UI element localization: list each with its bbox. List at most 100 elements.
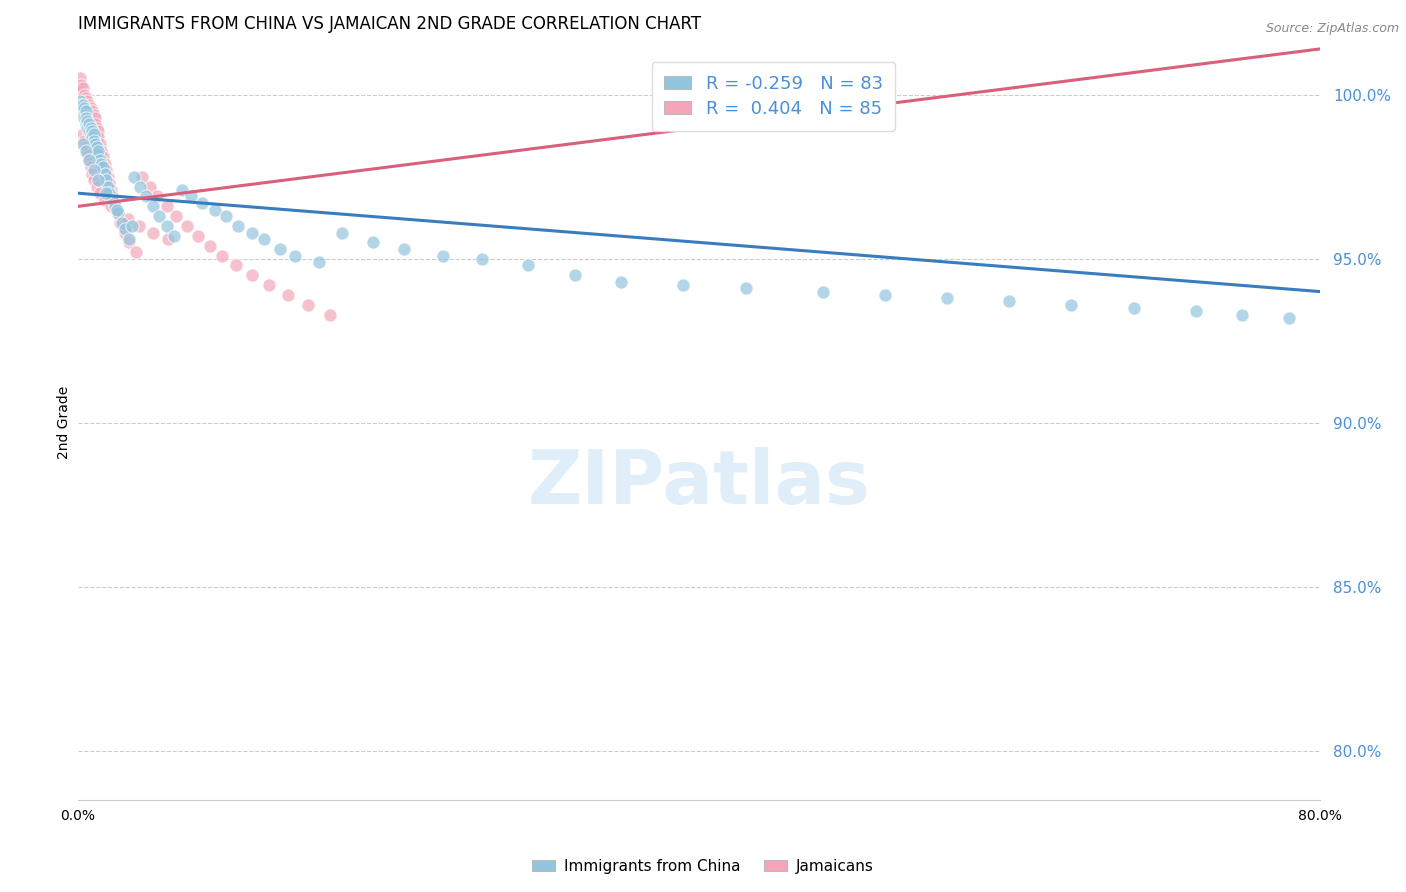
Point bbox=[79, 101, 101, 115]
Text: Source: ZipAtlas.com: Source: ZipAtlas.com bbox=[1265, 22, 1399, 36]
Point bbox=[83, 163, 105, 178]
Point bbox=[75, 104, 97, 119]
Point bbox=[73, 101, 96, 115]
Point bbox=[77, 111, 100, 125]
Point bbox=[76, 146, 98, 161]
Point bbox=[76, 101, 98, 115]
Point bbox=[86, 140, 108, 154]
Point bbox=[432, 248, 454, 262]
Y-axis label: 2nd Grade: 2nd Grade bbox=[58, 386, 72, 459]
Point bbox=[82, 124, 104, 138]
Point bbox=[610, 275, 633, 289]
Point bbox=[91, 150, 114, 164]
Point bbox=[176, 219, 198, 233]
Point bbox=[211, 248, 233, 262]
Point bbox=[214, 209, 236, 223]
Point bbox=[70, 97, 93, 112]
Point bbox=[87, 173, 110, 187]
Point bbox=[94, 186, 117, 201]
Point bbox=[93, 193, 115, 207]
Point bbox=[84, 136, 107, 151]
Point bbox=[1278, 310, 1301, 325]
Point bbox=[98, 186, 121, 201]
Point bbox=[1060, 298, 1083, 312]
Point bbox=[73, 101, 96, 115]
Point bbox=[253, 232, 276, 246]
Point bbox=[84, 111, 107, 125]
Point bbox=[83, 107, 105, 121]
Point bbox=[77, 117, 100, 131]
Point bbox=[83, 127, 105, 141]
Point bbox=[86, 120, 108, 135]
Point bbox=[82, 130, 104, 145]
Point bbox=[257, 278, 280, 293]
Point bbox=[131, 169, 153, 184]
Point bbox=[97, 169, 120, 184]
Point bbox=[155, 219, 177, 233]
Point bbox=[165, 209, 187, 223]
Point bbox=[72, 97, 94, 112]
Point bbox=[471, 252, 494, 266]
Point bbox=[517, 258, 540, 272]
Point bbox=[142, 226, 165, 240]
Point bbox=[138, 179, 160, 194]
Point bbox=[108, 216, 131, 230]
Point bbox=[94, 173, 117, 187]
Point bbox=[308, 255, 330, 269]
Point bbox=[83, 173, 105, 187]
Point bbox=[155, 199, 177, 213]
Point bbox=[128, 219, 150, 233]
Point bbox=[672, 278, 695, 293]
Point bbox=[93, 167, 115, 181]
Point bbox=[77, 153, 100, 168]
Point bbox=[875, 288, 897, 302]
Point bbox=[91, 160, 114, 174]
Point bbox=[70, 85, 93, 99]
Point bbox=[77, 117, 100, 131]
Point bbox=[142, 199, 165, 213]
Point bbox=[77, 97, 100, 112]
Point bbox=[69, 95, 91, 109]
Point bbox=[69, 81, 91, 95]
Point bbox=[84, 117, 107, 131]
Point bbox=[998, 294, 1021, 309]
Point bbox=[75, 104, 97, 119]
Point bbox=[83, 134, 105, 148]
Point bbox=[318, 308, 340, 322]
Point bbox=[240, 226, 263, 240]
Point bbox=[107, 206, 129, 220]
Point bbox=[936, 291, 959, 305]
Point bbox=[225, 258, 247, 272]
Point bbox=[72, 104, 94, 119]
Point bbox=[77, 124, 100, 138]
Point bbox=[73, 95, 96, 109]
Point bbox=[83, 120, 105, 135]
Point bbox=[86, 179, 108, 194]
Point bbox=[76, 120, 98, 135]
Point bbox=[70, 78, 93, 92]
Point bbox=[811, 285, 834, 299]
Point bbox=[72, 127, 94, 141]
Point bbox=[86, 146, 108, 161]
Point bbox=[277, 288, 299, 302]
Point bbox=[118, 235, 141, 250]
Point bbox=[89, 186, 111, 201]
Point bbox=[105, 206, 128, 220]
Point bbox=[122, 169, 145, 184]
Point bbox=[79, 107, 101, 121]
Point bbox=[104, 199, 127, 213]
Point bbox=[187, 228, 209, 243]
Point bbox=[172, 183, 194, 197]
Point bbox=[93, 157, 115, 171]
Point bbox=[87, 124, 110, 138]
Point bbox=[135, 189, 157, 203]
Point bbox=[392, 242, 415, 256]
Point bbox=[86, 127, 108, 141]
Point bbox=[72, 81, 94, 95]
Point bbox=[94, 163, 117, 178]
Point bbox=[1230, 308, 1253, 322]
Point bbox=[146, 189, 169, 203]
Point bbox=[297, 298, 319, 312]
Point bbox=[204, 202, 226, 217]
Point bbox=[73, 107, 96, 121]
